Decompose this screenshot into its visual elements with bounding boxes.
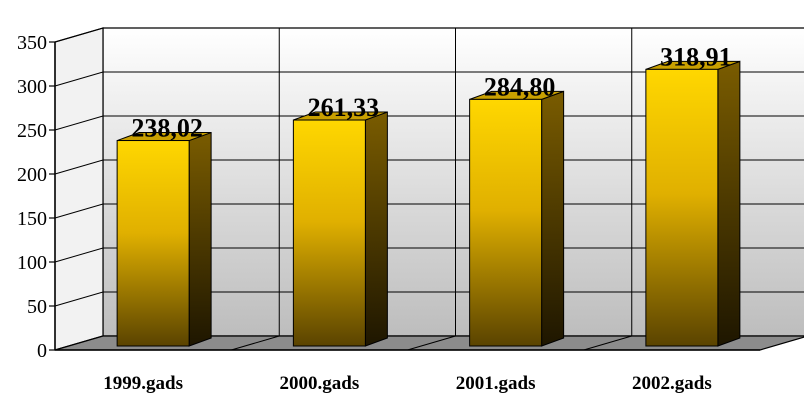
gridline bbox=[54, 291, 804, 307]
y-tick-label: 0 bbox=[37, 340, 47, 362]
x-axis-labels: 1999.gads 2000.gads 2001.gads 2002.gads bbox=[103, 373, 711, 394]
gridline bbox=[54, 203, 804, 219]
y-tick-label: 350 bbox=[17, 32, 47, 54]
gridlines bbox=[54, 27, 804, 351]
floor-divider bbox=[583, 335, 632, 351]
floor-divider bbox=[231, 335, 280, 351]
bar-side bbox=[717, 60, 741, 347]
y-tick-label: 50 bbox=[27, 296, 47, 318]
bar bbox=[469, 90, 565, 347]
bar-front bbox=[292, 119, 366, 347]
y-tick-label: 150 bbox=[17, 208, 47, 230]
gridline bbox=[54, 115, 804, 131]
bar bbox=[645, 60, 741, 347]
gridline bbox=[54, 27, 804, 43]
data-label: 238,02 bbox=[131, 114, 203, 143]
data-label: 318,91 bbox=[660, 42, 732, 71]
y-tick-label: 100 bbox=[17, 252, 47, 274]
y-axis: 0 50 100 150 200 250 300 350 bbox=[17, 32, 760, 362]
x-tick-label: 2001.gads bbox=[456, 373, 536, 394]
data-label: 284,80 bbox=[484, 72, 556, 101]
x-tick-label: 2002.gads bbox=[632, 373, 712, 394]
bar-side bbox=[188, 131, 212, 347]
x-tick-label: 1999.gads bbox=[103, 373, 183, 394]
y-tick-label: 250 bbox=[17, 120, 47, 142]
y-tick-label: 300 bbox=[17, 76, 47, 98]
gridline bbox=[54, 159, 804, 175]
side-wall bbox=[54, 27, 104, 351]
bar-front bbox=[116, 140, 190, 347]
gridline bbox=[54, 71, 804, 87]
x-tick-label: 2000.gads bbox=[280, 373, 360, 394]
data-labels: 238,02 261,33 284,80 318,91 bbox=[131, 42, 731, 142]
bar-front bbox=[645, 68, 719, 347]
bars bbox=[116, 60, 741, 347]
bar bbox=[292, 111, 388, 347]
gridline bbox=[54, 247, 804, 263]
bar-side bbox=[364, 111, 388, 347]
data-label: 261,33 bbox=[308, 93, 380, 122]
bar bbox=[116, 131, 212, 347]
y-tick-label: 200 bbox=[17, 164, 47, 186]
bar-side bbox=[541, 90, 565, 347]
bar-front bbox=[469, 98, 543, 347]
floor-divider bbox=[407, 335, 456, 351]
